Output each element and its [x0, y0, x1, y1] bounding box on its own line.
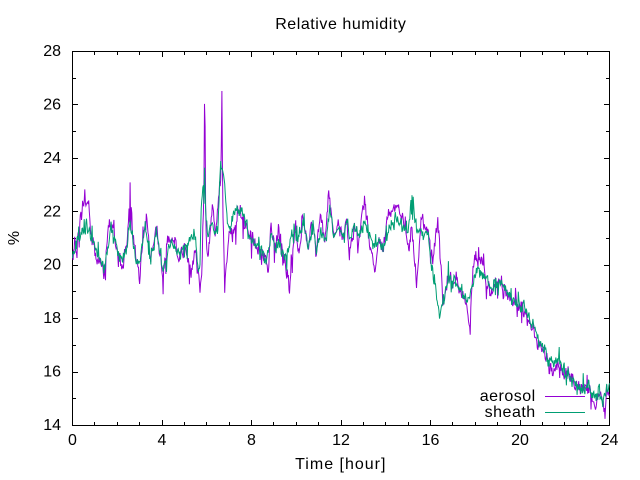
svg-text:aerosol: aerosol — [480, 388, 536, 405]
svg-text:sheath: sheath — [485, 404, 536, 421]
svg-text:28: 28 — [43, 43, 61, 60]
svg-text:Relative humidity: Relative humidity — [275, 16, 406, 33]
svg-text:24: 24 — [43, 150, 61, 167]
svg-text:24: 24 — [601, 432, 619, 449]
svg-text:20: 20 — [43, 257, 61, 274]
svg-text:4: 4 — [158, 432, 167, 449]
svg-text:18: 18 — [43, 310, 61, 327]
svg-text:0: 0 — [68, 432, 77, 449]
svg-text:Time [hour]: Time [hour] — [295, 456, 386, 473]
svg-text:16: 16 — [422, 432, 440, 449]
svg-text:8: 8 — [247, 432, 256, 449]
svg-text:%: % — [6, 231, 23, 245]
svg-text:12: 12 — [332, 432, 350, 449]
svg-text:20: 20 — [511, 432, 529, 449]
svg-text:14: 14 — [43, 417, 61, 434]
svg-text:22: 22 — [43, 203, 61, 220]
svg-text:26: 26 — [43, 96, 61, 113]
svg-text:16: 16 — [43, 364, 61, 381]
